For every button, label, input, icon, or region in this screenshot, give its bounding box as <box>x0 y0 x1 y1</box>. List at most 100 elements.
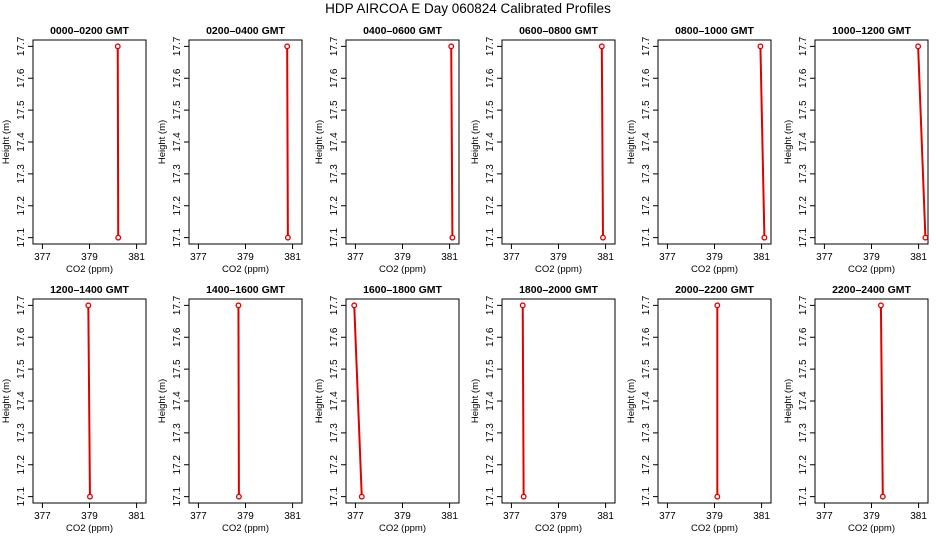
data-point-marker <box>520 493 527 500</box>
plot-frame <box>32 39 147 245</box>
y-tick-label: 17.5 <box>485 100 496 120</box>
y-tick-label: 17.4 <box>329 391 340 411</box>
y-tick-label: 17.1 <box>485 486 496 506</box>
y-tick-label: 17.6 <box>329 68 340 88</box>
y-tick-label: 17.7 <box>641 36 652 56</box>
y-tick-label: 17.6 <box>641 327 652 347</box>
y-tick-label: 17.4 <box>798 132 809 152</box>
data-point-marker <box>114 43 121 50</box>
x-tick-label: 379 <box>81 511 98 522</box>
y-axis-label: Height (m) <box>626 120 637 164</box>
x-axis-label: CO2 (ppm) <box>379 523 426 534</box>
x-tick-label: 377 <box>190 252 207 263</box>
y-tick-label: 17.2 <box>641 455 652 475</box>
x-tick-label: 379 <box>863 252 880 263</box>
data-point-marker <box>87 493 93 500</box>
x-tick-label: 381 <box>284 252 301 263</box>
panel-title: 0400–0600 GMT <box>363 25 442 37</box>
plot-frame <box>188 39 303 245</box>
plot-frame <box>345 39 460 245</box>
y-tick-label: 17.2 <box>172 196 183 216</box>
y-tick-label: 17.3 <box>798 423 809 443</box>
y-tick-label: 17.3 <box>798 164 809 184</box>
data-point-marker <box>922 234 929 241</box>
x-tick-label: 377 <box>347 511 364 522</box>
y-tick-label: 17.2 <box>16 196 27 216</box>
page-title: HDP AIRCOA E Day 060824 Calibrated Profi… <box>325 1 611 16</box>
data-point-marker <box>915 43 922 50</box>
panel-title: 0800–1000 GMT <box>675 25 754 37</box>
y-tick-label: 17.6 <box>16 327 27 347</box>
x-tick-label: 377 <box>659 511 676 522</box>
y-tick-label: 17.1 <box>798 486 809 506</box>
x-tick-label: 377 <box>503 252 520 263</box>
y-tick-label: 17.7 <box>16 36 27 56</box>
y-tick-label: 17.4 <box>485 132 496 152</box>
y-tick-label: 17.5 <box>641 100 652 120</box>
x-tick-label: 379 <box>394 252 411 263</box>
y-tick-label: 17.5 <box>172 100 183 120</box>
plot-frame <box>657 39 772 245</box>
y-tick-label: 17.6 <box>641 68 652 88</box>
panel-title: 1600–1800 GMT <box>363 284 442 296</box>
y-tick-label: 17.6 <box>329 327 340 347</box>
data-point-marker <box>115 234 122 241</box>
profile-line <box>521 305 525 497</box>
y-tick-label: 17.2 <box>485 455 496 475</box>
panel-7: 1200–1400 GMT 377 379 381 17.1 17.2 17.3 17.4 17… <box>1 284 147 534</box>
y-tick-label: 17.4 <box>798 391 809 411</box>
x-axis-label: CO2 (ppm) <box>848 523 895 534</box>
y-tick-label: 17.6 <box>172 327 183 347</box>
profile-line <box>917 46 927 238</box>
y-tick-label: 17.7 <box>798 36 809 56</box>
y-tick-label: 17.1 <box>16 227 27 247</box>
panel-11: 2000–2200 GMT 377 379 381 17.1 17.2 17.3 17.4 17… <box>626 284 772 534</box>
y-tick-label: 17.2 <box>329 196 340 216</box>
y-tick-label: 17.7 <box>172 295 183 315</box>
y-tick-label: 17.5 <box>329 359 340 379</box>
panel-title: 0600–0800 GMT <box>519 25 598 37</box>
panel-6: 1000–1200 GMT 377 379 381 17.1 17.2 17.3 17.4 17… <box>783 25 929 275</box>
profile-line <box>87 305 91 497</box>
data-point-marker <box>714 302 721 309</box>
x-tick-label: 381 <box>441 252 458 263</box>
x-axis-label: CO2 (ppm) <box>848 264 895 275</box>
y-tick-label: 17.7 <box>485 295 496 315</box>
y-tick-label: 17.6 <box>485 327 496 347</box>
plot-frame <box>188 298 303 504</box>
y-tick-label: 17.7 <box>329 295 340 315</box>
y-tick-label: 17.3 <box>485 423 496 443</box>
y-tick-label: 17.1 <box>172 227 183 247</box>
data-point-marker <box>714 493 721 500</box>
x-axis-label: CO2 (ppm) <box>379 264 426 275</box>
y-tick-label: 17.3 <box>16 164 27 184</box>
y-axis-label: Height (m) <box>470 120 481 164</box>
panel-8: 1400–1600 GMT 377 379 381 17.1 17.2 17.3 17.4 17… <box>157 284 303 534</box>
y-tick-label: 17.7 <box>172 36 183 56</box>
y-tick-label: 17.6 <box>16 68 27 88</box>
data-point-marker <box>757 43 764 50</box>
x-tick-label: 381 <box>910 511 927 522</box>
y-axis-label: Height (m) <box>626 379 637 423</box>
y-tick-label: 17.3 <box>485 164 496 184</box>
y-tick-label: 17.3 <box>641 164 652 184</box>
y-tick-label: 17.1 <box>16 486 27 506</box>
y-tick-label: 17.2 <box>485 196 496 216</box>
panel-title: 1000–1200 GMT <box>832 25 911 37</box>
y-tick-label: 17.1 <box>798 227 809 247</box>
data-point-marker <box>761 234 768 241</box>
y-tick-label: 17.1 <box>329 227 340 247</box>
x-tick-label: 377 <box>34 511 51 522</box>
y-tick-label: 17.4 <box>641 391 652 411</box>
data-point-marker <box>351 302 358 309</box>
panel-5: 0800–1000 GMT 377 379 381 17.1 17.2 17.3 17.4 17… <box>626 25 772 275</box>
panel-10: 1800–2000 GMT 377 379 381 17.1 17.2 17.3 17.4 17… <box>470 284 616 534</box>
y-tick-label: 17.4 <box>485 391 496 411</box>
y-tick-label: 17.6 <box>798 327 809 347</box>
data-point-marker <box>235 302 242 309</box>
x-tick-label: 381 <box>441 511 458 522</box>
y-tick-label: 17.2 <box>16 455 27 475</box>
x-tick-label: 377 <box>816 511 833 522</box>
